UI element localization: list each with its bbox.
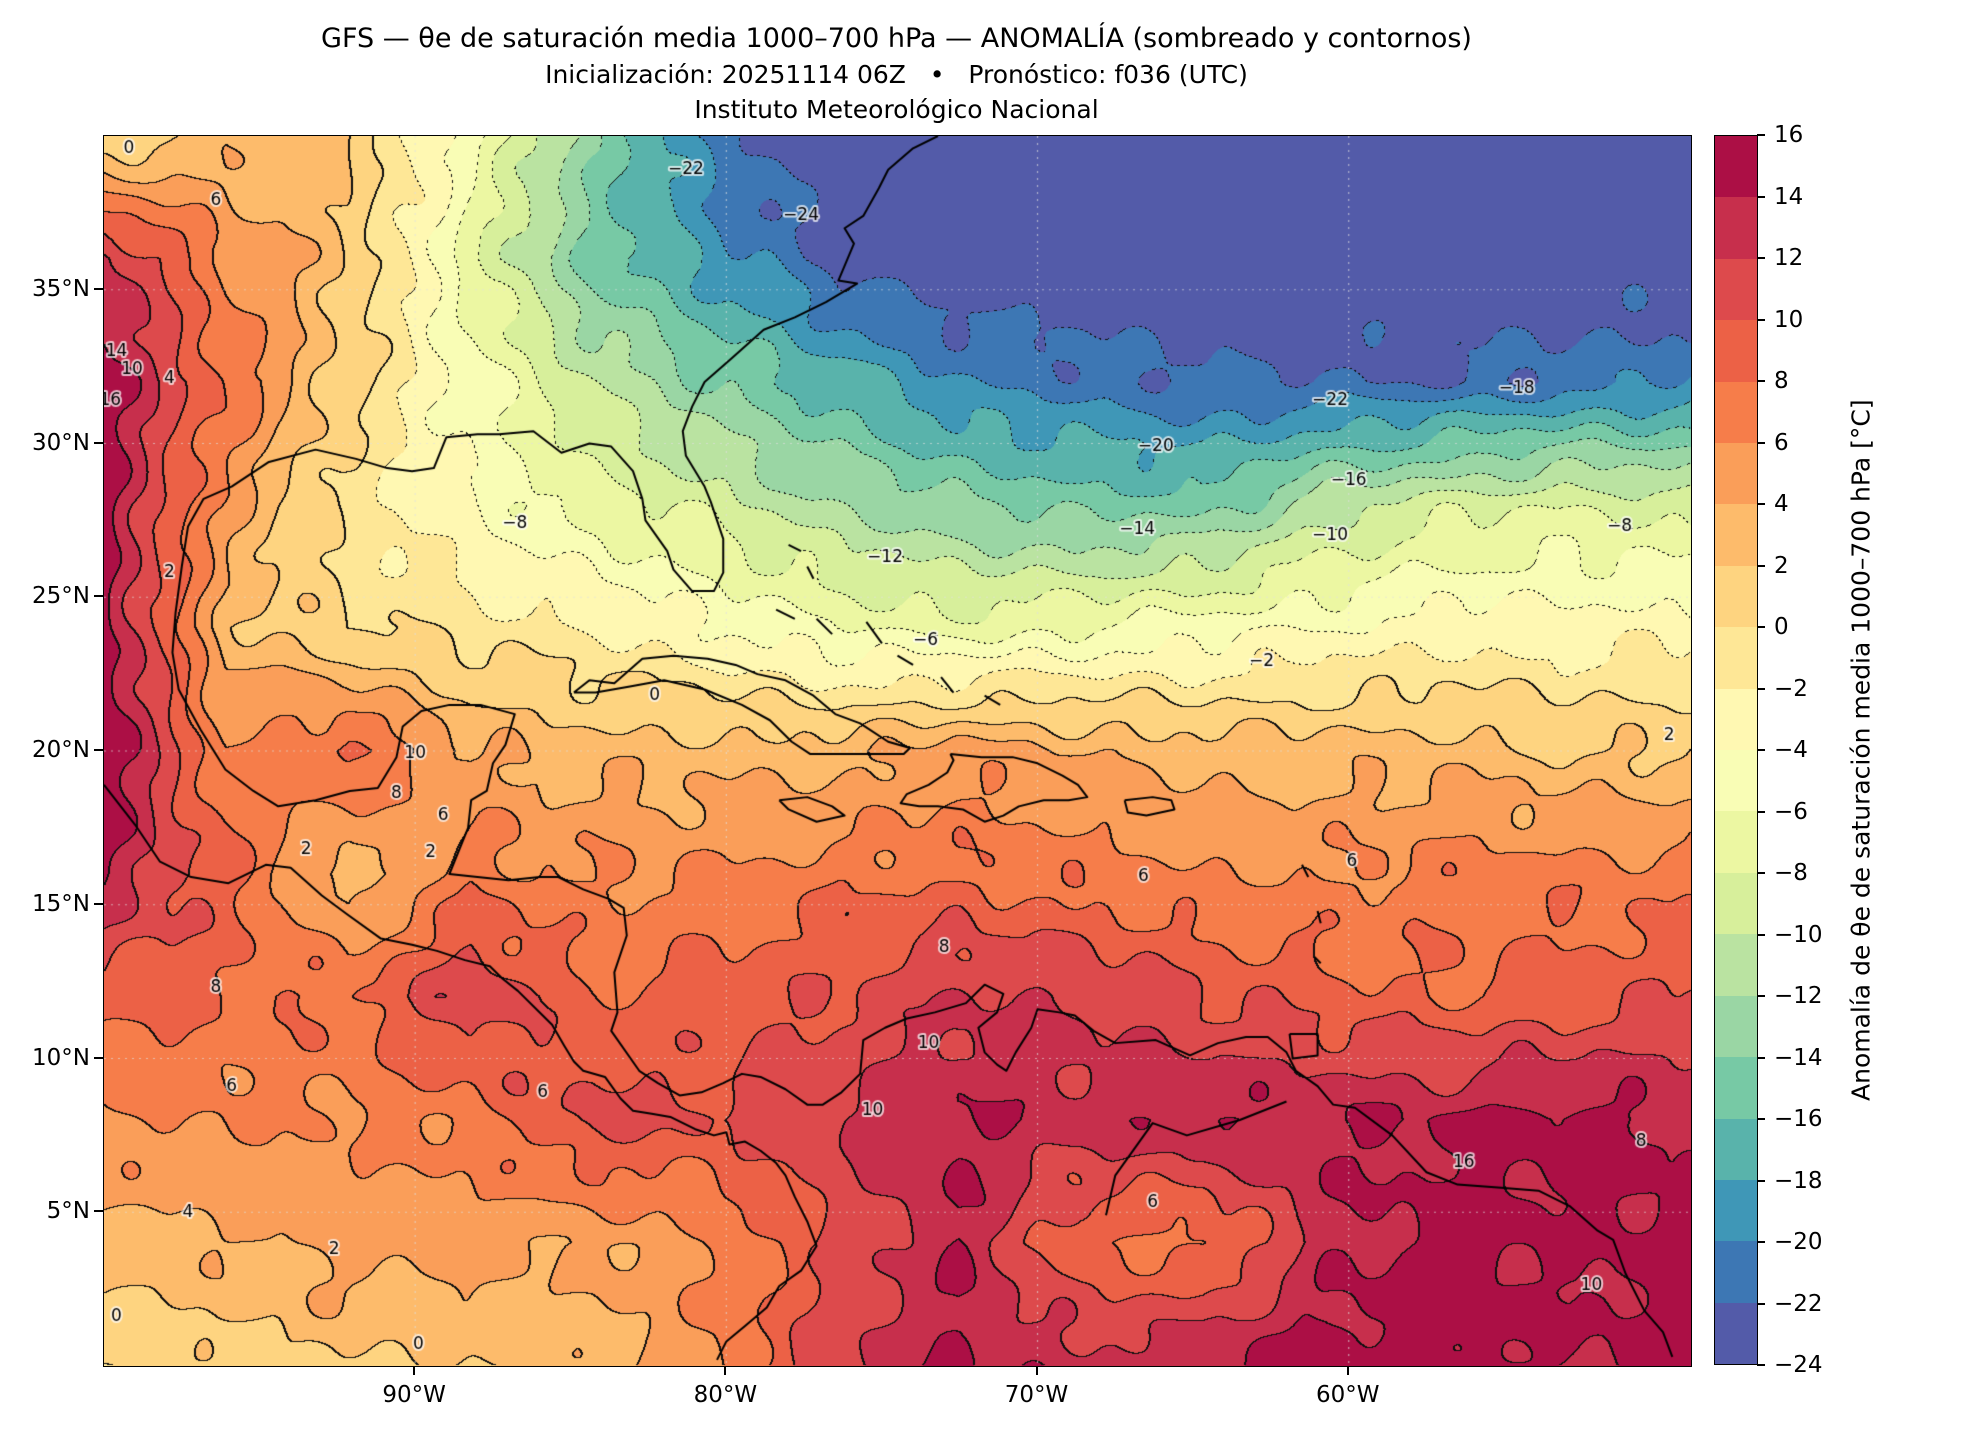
x-tick-label: 70°W — [1004, 1382, 1069, 1408]
colorbar-tick-label: 12 — [1774, 245, 1804, 271]
anomaly-map-canvas — [104, 136, 1691, 1366]
colorbar-segment — [1715, 565, 1757, 628]
x-tick-mark — [724, 1366, 727, 1375]
colorbar-segment — [1715, 811, 1757, 873]
colorbar-tick-label: 6 — [1774, 429, 1789, 456]
chart-title: GFS — θe de saturación media 1000–700 hP… — [321, 23, 1472, 54]
colorbar-tick-mark — [1757, 318, 1765, 321]
colorbar-tick-label: −10 — [1774, 921, 1823, 948]
colorbar-segment — [1715, 1302, 1757, 1365]
y-tick-mark — [94, 1210, 103, 1213]
colorbar-tick-label: −20 — [1774, 1229, 1823, 1255]
colorbar-tick-label: −16 — [1774, 1106, 1823, 1132]
y-tick-mark — [94, 1056, 103, 1059]
colorbar-tick-mark — [1757, 1241, 1765, 1243]
x-tick-label: 80°W — [693, 1382, 758, 1408]
colorbar-tick-mark — [1757, 195, 1765, 198]
colorbar-segment — [1715, 872, 1757, 935]
colorbar-tick-mark — [1757, 687, 1765, 690]
colorbar-tick-label: −4 — [1774, 737, 1808, 763]
x-tick-mark — [1346, 1366, 1349, 1375]
colorbar-label: Anomalía de θe de saturación media 1000–… — [1846, 399, 1876, 1101]
colorbar-tick-label: 8 — [1774, 368, 1789, 394]
colorbar-segment — [1715, 136, 1757, 198]
colorbar-tick-label: −22 — [1774, 1290, 1823, 1317]
colorbar-tick-mark — [1757, 933, 1765, 936]
y-tick-mark — [94, 749, 103, 751]
y-tick-label: 20°N — [32, 737, 90, 763]
y-tick-mark — [94, 595, 103, 598]
colorbar-segment — [1715, 197, 1757, 259]
colorbar-segment — [1715, 258, 1757, 321]
colorbar-segment — [1715, 381, 1757, 444]
colorbar-tick-mark — [1757, 1364, 1765, 1366]
colorbar-segment — [1715, 1179, 1757, 1242]
colorbar-segment — [1715, 1057, 1757, 1119]
y-tick-label: 30°N — [32, 429, 90, 456]
colorbar-tick-label: 4 — [1774, 491, 1789, 517]
y-tick-label: 5°N — [46, 1198, 90, 1225]
colorbar-tick-label: −12 — [1774, 983, 1823, 1009]
y-tick-label: 25°N — [32, 583, 90, 610]
colorbar-segment — [1715, 995, 1757, 1058]
colorbar-segment — [1715, 750, 1757, 812]
colorbar-tick-label: −24 — [1774, 1352, 1823, 1378]
colorbar-tick-mark — [1757, 872, 1765, 874]
y-tick-mark — [94, 902, 103, 905]
colorbar-segment — [1715, 320, 1757, 382]
colorbar-tick-mark — [1757, 626, 1765, 628]
colorbar-tick-mark — [1757, 1118, 1765, 1120]
x-tick-label: 90°W — [382, 1382, 446, 1408]
colorbar-tick-mark — [1757, 257, 1765, 259]
x-tick-label: 60°W — [1315, 1382, 1380, 1408]
colorbar-tick-mark — [1757, 810, 1765, 813]
colorbar-tick-mark — [1757, 1302, 1765, 1305]
x-tick-mark — [1035, 1366, 1038, 1375]
colorbar — [1714, 135, 1758, 1365]
colorbar-segment — [1715, 688, 1757, 751]
colorbar-tick-label: 2 — [1774, 552, 1789, 579]
y-tick-mark — [94, 287, 103, 290]
colorbar-tick-label: −8 — [1774, 860, 1808, 886]
colorbar-tick-label: 16 — [1774, 122, 1804, 148]
colorbar-segment — [1715, 504, 1757, 566]
chart-institution: Instituto Meteorológico Nacional — [694, 95, 1099, 124]
colorbar-tick-label: −2 — [1774, 675, 1808, 702]
colorbar-segment — [1715, 1241, 1757, 1303]
y-tick-label: 15°N — [32, 890, 90, 917]
colorbar-tick-mark — [1757, 134, 1765, 136]
colorbar-tick-mark — [1757, 564, 1765, 567]
colorbar-tick-label: −14 — [1774, 1044, 1823, 1071]
colorbar-segment — [1715, 443, 1757, 505]
colorbar-tick-label: 0 — [1774, 614, 1789, 640]
colorbar-tick-mark — [1757, 749, 1765, 751]
colorbar-segment — [1715, 934, 1757, 996]
colorbar-tick-mark — [1757, 503, 1765, 505]
title-block: GFS — θe de saturación media 1000–700 hP… — [103, 20, 1690, 127]
colorbar-tick-mark — [1757, 1179, 1765, 1182]
colorbar-tick-label: 10 — [1774, 306, 1804, 333]
x-tick-mark — [413, 1366, 416, 1375]
colorbar-segment — [1715, 627, 1757, 689]
colorbar-tick-mark — [1757, 380, 1765, 382]
map-plot-area — [103, 135, 1692, 1367]
colorbar-tick-label: 14 — [1774, 183, 1804, 210]
chart-subtitle: Inicialización: 20251114 06Z • Pronóstic… — [545, 60, 1248, 89]
colorbar-tick-mark — [1757, 1056, 1765, 1059]
colorbar-tick-mark — [1757, 441, 1765, 444]
y-tick-mark — [94, 441, 103, 444]
colorbar-segment — [1715, 1118, 1757, 1180]
colorbar-tick-mark — [1757, 995, 1765, 997]
y-tick-label: 35°N — [32, 275, 90, 302]
y-tick-label: 10°N — [32, 1044, 90, 1071]
colorbar-tick-label: −6 — [1774, 798, 1808, 825]
colorbar-tick-label: −18 — [1774, 1167, 1823, 1194]
